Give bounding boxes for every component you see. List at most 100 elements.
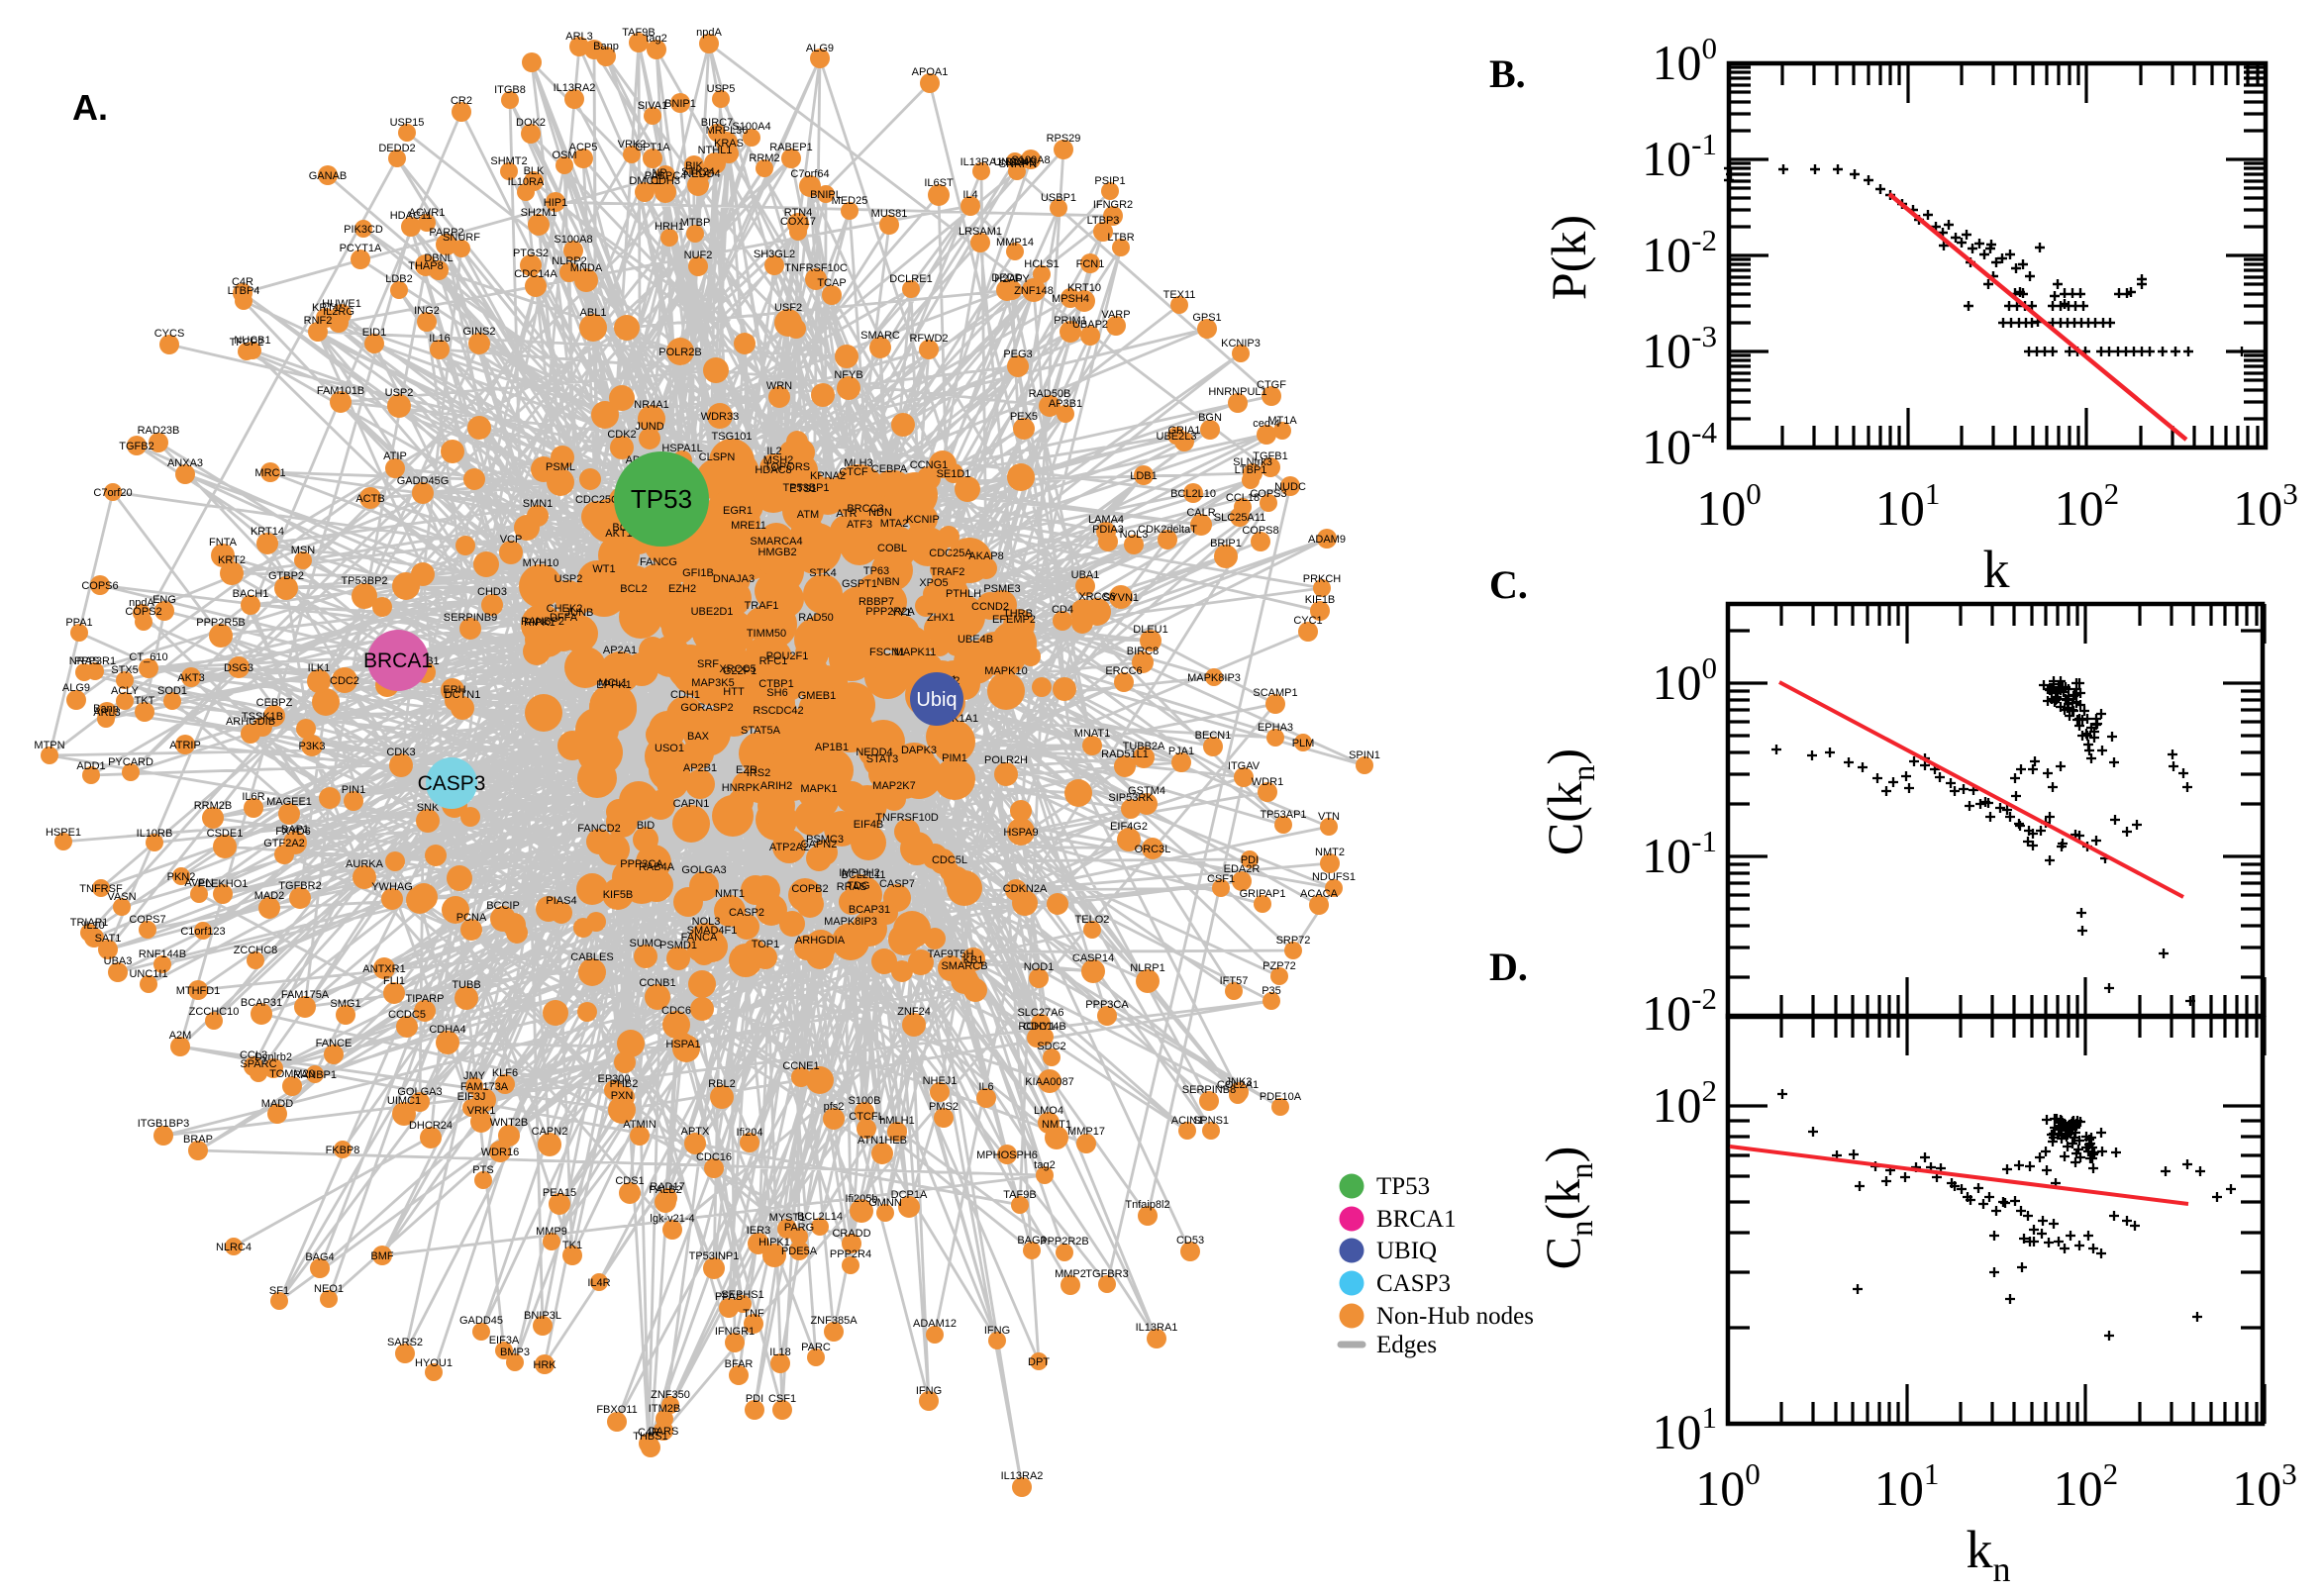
svg-text:SERPINB9: SERPINB9 (444, 612, 497, 624)
svg-text:UBE2L3: UBE2L3 (1157, 431, 1197, 443)
svg-text:JMY: JMY (463, 1070, 486, 1082)
svg-text:EIF4G2: EIF4G2 (1110, 821, 1148, 833)
svg-text:DCTN1: DCTN1 (445, 689, 481, 701)
svg-text:NDN: NDN (868, 507, 892, 519)
svg-text:FANCD2: FANCD2 (577, 823, 620, 835)
svg-text:NEO1: NEO1 (314, 1283, 344, 1295)
svg-text:TNFRSF10C: TNFRSF10C (784, 262, 848, 274)
svg-text:ZNF350: ZNF350 (651, 1389, 690, 1401)
svg-text:SRP72: SRP72 (1276, 935, 1311, 947)
svg-text:RAD17: RAD17 (650, 1181, 684, 1193)
svg-text:FAM175A: FAM175A (281, 989, 330, 1001)
svg-text:PPP3CA: PPP3CA (620, 858, 663, 870)
svg-text:KRT1: KRT1 (312, 302, 340, 314)
svg-text:MPHOSPH6: MPHOSPH6 (976, 1149, 1038, 1161)
svg-text:TP53INP1: TP53INP1 (689, 1250, 740, 1262)
svg-text:RBL2: RBL2 (708, 1078, 736, 1090)
svg-text:ACLY: ACLY (111, 685, 140, 697)
svg-text:UBA3: UBA3 (104, 955, 133, 967)
svg-text:NDUFS1: NDUFS1 (1312, 871, 1356, 883)
svg-text:TNFRSF10D: TNFRSF10D (875, 812, 939, 824)
svg-text:MLH3: MLH3 (844, 457, 872, 469)
svg-text:SUMO: SUMO (630, 938, 662, 949)
svg-text:ENG: ENG (152, 594, 176, 606)
svg-text:TEX11: TEX11 (1163, 289, 1196, 301)
svg-text:LRSAM1: LRSAM1 (959, 226, 1002, 238)
svg-text:FAM173A: FAM173A (460, 1081, 509, 1093)
svg-text:CDC25A: CDC25A (929, 548, 972, 559)
svg-text:BNIP1: BNIP1 (664, 98, 696, 110)
svg-text:DPT: DPT (1028, 1356, 1050, 1368)
svg-text:COPB2: COPB2 (791, 883, 828, 895)
svg-text:WDR1: WDR1 (1252, 776, 1283, 788)
svg-text:BECN1: BECN1 (1195, 730, 1232, 742)
svg-text:RAD50: RAD50 (798, 612, 833, 624)
svg-text:CCL18: CCL18 (1226, 492, 1260, 504)
svg-text:IL6ST: IL6ST (924, 177, 954, 189)
svg-text:MAPK11: MAPK11 (894, 647, 937, 658)
svg-text:CEBPZ: CEBPZ (256, 697, 293, 709)
svg-text:SOD1: SOD1 (157, 685, 187, 697)
svg-text:PPP2R4: PPP2R4 (830, 1248, 871, 1260)
svg-text:RRM2B: RRM2B (194, 800, 233, 812)
svg-text:AURKA: AURKA (346, 858, 384, 870)
svg-text:USF2: USF2 (774, 302, 802, 314)
svg-text:BRAP: BRAP (183, 1134, 213, 1146)
svg-text:UNC84B: UNC84B (993, 156, 1036, 168)
svg-text:PSMC3: PSMC3 (806, 834, 844, 846)
svg-text:TRIAP1: TRIAP1 (70, 917, 109, 929)
svg-text:JUND: JUND (635, 421, 663, 433)
svg-text:WNT2B: WNT2B (490, 1117, 529, 1129)
svg-text:PARC: PARC (801, 1342, 831, 1353)
svg-text:IRS2: IRS2 (747, 767, 770, 779)
svg-text:THBS1: THBS1 (633, 1431, 667, 1443)
svg-text:ACVR1: ACVR1 (409, 207, 446, 219)
svg-text:SMARCB: SMARCB (941, 960, 987, 972)
svg-text:NUF2: NUF2 (684, 249, 713, 261)
svg-text:C7orf20: C7orf20 (93, 487, 132, 499)
svg-text:PLEKHO1: PLEKHO1 (198, 878, 249, 890)
svg-text:ALG9: ALG9 (62, 682, 90, 694)
svg-text:HTT: HTT (723, 686, 745, 698)
svg-text:SMG1: SMG1 (330, 998, 360, 1010)
svg-text:SPNS1: SPNS1 (1193, 1115, 1229, 1127)
svg-text:SERPINB8: SERPINB8 (1182, 1084, 1236, 1096)
svg-text:PIM1: PIM1 (942, 752, 967, 764)
svg-text:SH3GL2: SH3GL2 (754, 249, 795, 260)
svg-text:C(kn): C(kn) (1537, 748, 1602, 855)
svg-text:ATR: ATR (836, 508, 857, 520)
svg-text:TSSK1B: TSSK1B (242, 711, 283, 723)
svg-text:XRCC5: XRCC5 (719, 663, 756, 675)
svg-text:HRH1: HRH1 (655, 221, 684, 233)
svg-text:PEA15: PEA15 (543, 1187, 576, 1199)
svg-text:BCCIP: BCCIP (486, 900, 520, 912)
svg-text:BIRC7: BIRC7 (701, 117, 733, 129)
svg-text:COPS2: COPS2 (125, 606, 161, 618)
svg-text:CASP14: CASP14 (1072, 952, 1114, 964)
svg-text:101: 101 (1875, 476, 1941, 536)
svg-text:NMT2: NMT2 (1315, 847, 1345, 858)
svg-text:SMAD4F1: SMAD4F1 (687, 925, 738, 937)
svg-text:TSG101: TSG101 (712, 431, 753, 443)
svg-text:NLRC4: NLRC4 (216, 1242, 252, 1253)
svg-text:RAB4A: RAB4A (639, 861, 675, 873)
svg-text:EIF3A: EIF3A (489, 1335, 520, 1347)
svg-text:PPA1: PPA1 (65, 617, 92, 629)
svg-text:BLK: BLK (524, 165, 545, 177)
svg-text:ITGB1BP3: ITGB1BP3 (138, 1118, 190, 1130)
svg-text:SLNtrk3: SLNtrk3 (1233, 456, 1272, 468)
svg-text:ATN1HEB: ATN1HEB (858, 1135, 907, 1147)
svg-text:DOK2: DOK2 (516, 117, 546, 129)
svg-text:102: 102 (2055, 476, 2120, 536)
svg-text:tag2: tag2 (646, 33, 666, 45)
svg-text:IL4: IL4 (962, 189, 977, 201)
svg-text:GOLGA3: GOLGA3 (397, 1086, 442, 1098)
svg-text:STK4: STK4 (809, 567, 837, 579)
svg-text:ARHGDIA: ARHGDIA (795, 935, 846, 947)
svg-text:DMC1: DMC1 (629, 175, 659, 187)
svg-text:IMPDH2: IMPDH2 (839, 867, 880, 879)
svg-text:RFWD2: RFWD2 (909, 333, 948, 345)
svg-text:kn: kn (1967, 1520, 2011, 1589)
svg-text:MTA2: MTA2 (880, 518, 909, 530)
svg-text:LTBP4: LTBP4 (228, 285, 260, 297)
